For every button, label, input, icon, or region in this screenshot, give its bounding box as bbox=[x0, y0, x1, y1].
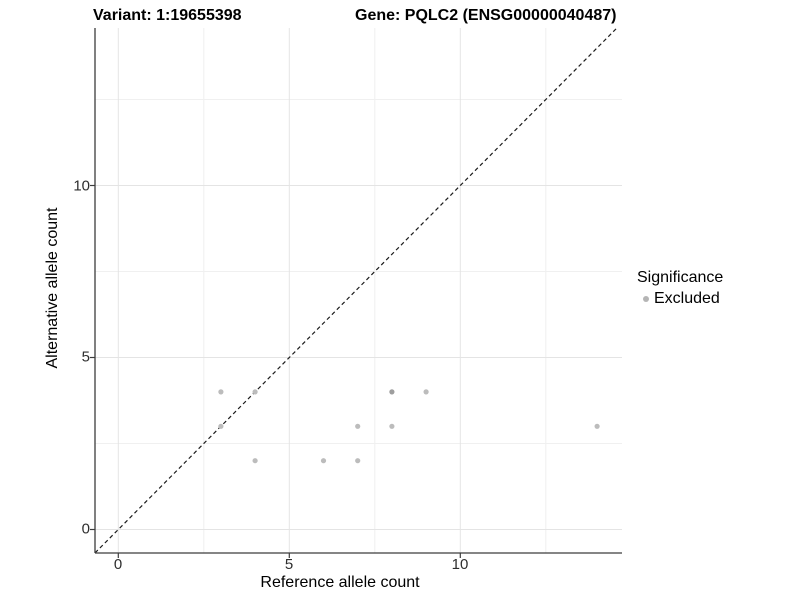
data-point bbox=[218, 389, 224, 395]
plot-title-gene: Gene: PQLC2 (ENSG00000040487) bbox=[355, 7, 617, 24]
plot-title-variant: Variant: 1:19655398 bbox=[93, 7, 242, 24]
excluded-point-icon bbox=[643, 296, 649, 302]
data-point bbox=[389, 423, 395, 429]
x-tick-label-5: 5 bbox=[284, 556, 294, 573]
data-point bbox=[252, 389, 258, 395]
data-point bbox=[218, 423, 224, 429]
x-tick-label-10: 10 bbox=[451, 556, 469, 573]
x-tick-label-0: 0 bbox=[113, 556, 123, 573]
legend-entry-excluded: Excluded bbox=[637, 290, 723, 308]
legend-entry-label: Excluded bbox=[654, 290, 720, 307]
data-point bbox=[355, 458, 361, 464]
legend-title: Significance bbox=[637, 269, 724, 286]
y-tick-label-10: 10 bbox=[73, 177, 90, 195]
legend: Significance Excluded bbox=[637, 269, 723, 308]
data-point bbox=[252, 458, 258, 464]
data-point bbox=[320, 458, 327, 464]
x-axis-title: Reference allele count bbox=[260, 574, 420, 591]
data-point bbox=[423, 389, 429, 395]
y-tick-label-0: 0 bbox=[81, 520, 90, 538]
y-tick-label-5: 5 bbox=[81, 348, 90, 366]
data-point bbox=[389, 389, 395, 395]
data-point bbox=[594, 423, 600, 429]
data-point bbox=[355, 423, 361, 429]
identity-line bbox=[94, 27, 618, 554]
y-axis-title: Alternative allele count bbox=[44, 207, 61, 369]
